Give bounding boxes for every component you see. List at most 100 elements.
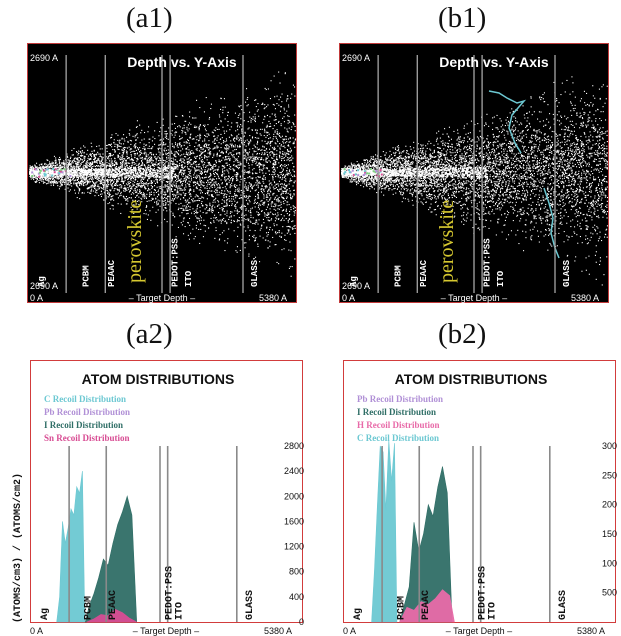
scatter-point: [158, 193, 160, 195]
scatter-point: [265, 209, 267, 211]
scatter-point: [142, 178, 144, 180]
scatter-point: [95, 176, 97, 178]
scatter-point: [67, 187, 69, 189]
scatter-point: [99, 183, 101, 185]
scatter-point: [223, 210, 225, 212]
scatter-point: [212, 167, 214, 169]
scatter-point: [255, 129, 257, 131]
scatter-point: [246, 98, 248, 100]
scatter-point: [159, 168, 161, 170]
scatter-point: [149, 166, 151, 168]
scatter-point: [50, 164, 52, 166]
scatter-point: [235, 130, 237, 132]
scatter-point: [233, 196, 235, 198]
scatter-point: [42, 167, 44, 169]
scatter-point: [224, 156, 226, 158]
scatter-point: [287, 220, 289, 222]
scatter-point: [182, 205, 184, 207]
scatter-point: [85, 165, 87, 167]
scatter-point: [61, 175, 63, 177]
scatter-point: [235, 206, 237, 208]
scatter-point: [128, 133, 130, 135]
scatter-point: [217, 174, 219, 176]
scatter-point: [243, 112, 245, 114]
scatter-point: [112, 163, 114, 165]
scatter-point: [122, 151, 124, 153]
scatter-point: [199, 223, 201, 225]
scatter-point: [94, 185, 96, 187]
scatter-point: [206, 136, 208, 138]
scatter-point: [134, 166, 136, 168]
scatter-point: [59, 174, 61, 176]
scatter-point: [195, 181, 197, 183]
scatter-point: [259, 168, 261, 170]
scatter-point: [78, 175, 80, 177]
scatter-point: [243, 195, 245, 197]
scatter-point: [114, 149, 116, 151]
scatter-point: [122, 147, 124, 149]
scatter-point: [52, 163, 54, 165]
scatter-point: [231, 198, 233, 200]
scatter-point: [232, 178, 234, 180]
scatter-point: [254, 184, 256, 186]
scatter-point: [205, 146, 207, 148]
scatter-point: [114, 166, 116, 168]
scatter-point: [130, 171, 132, 173]
scatter-point: [209, 147, 211, 149]
scatter-point: [263, 118, 265, 120]
scatter-point: [220, 138, 222, 140]
scatter-point: [289, 151, 291, 153]
scatter-point: [222, 170, 224, 172]
scatter-point: [135, 143, 137, 145]
scatter-point: [282, 151, 284, 153]
scatter-point: [140, 186, 142, 188]
scatter-point: [213, 221, 215, 223]
scatter-point: [141, 183, 143, 185]
scatter-point: [133, 159, 135, 161]
scatter-point: [121, 138, 123, 140]
scatter-point: [181, 174, 183, 176]
scatter-point: [50, 182, 52, 184]
scatter-point: [159, 179, 161, 181]
scatter-point: [253, 168, 255, 170]
scatter-point: [202, 124, 204, 126]
scatter-point: [274, 142, 276, 144]
scatter-point: [114, 151, 116, 153]
scatter-point: [62, 163, 64, 165]
scatter-point: [83, 152, 85, 154]
scatter-point: [141, 156, 143, 158]
scatter-point: [249, 211, 251, 213]
scatter-point: [184, 181, 186, 183]
scatter-point: [136, 152, 138, 154]
scatter-point: [220, 220, 222, 222]
scatter-point: [237, 219, 239, 221]
scatter-point: [233, 220, 235, 222]
scatter-point: [234, 204, 236, 206]
scatter-point: [179, 135, 181, 137]
scatter-point: [253, 151, 255, 153]
scatter-point: [41, 176, 43, 178]
scatter-point: [63, 179, 65, 181]
scatter-point: [185, 148, 187, 150]
scatter-point: [205, 135, 207, 137]
scatter-point: [267, 234, 269, 236]
scatter-point: [150, 183, 152, 185]
scatter-point: [64, 162, 66, 164]
scatter-point: [108, 192, 110, 194]
scatter-point: [84, 172, 86, 174]
scatter-point: [266, 186, 268, 188]
scatter-point: [164, 163, 166, 165]
scatter-point: [200, 198, 202, 200]
scatter-point: [94, 183, 96, 185]
scatter-point: [188, 158, 190, 160]
scatter-point: [206, 205, 208, 207]
scatter-point: [144, 187, 146, 189]
scatter-point: [172, 170, 174, 172]
scatter-point: [218, 142, 220, 144]
scatter-point: [155, 197, 157, 199]
scatter-point: [92, 178, 94, 180]
scatter-point: [66, 172, 68, 174]
scatter-point: [228, 148, 230, 150]
scatter-point: [269, 173, 271, 175]
scatter-point: [59, 165, 61, 167]
